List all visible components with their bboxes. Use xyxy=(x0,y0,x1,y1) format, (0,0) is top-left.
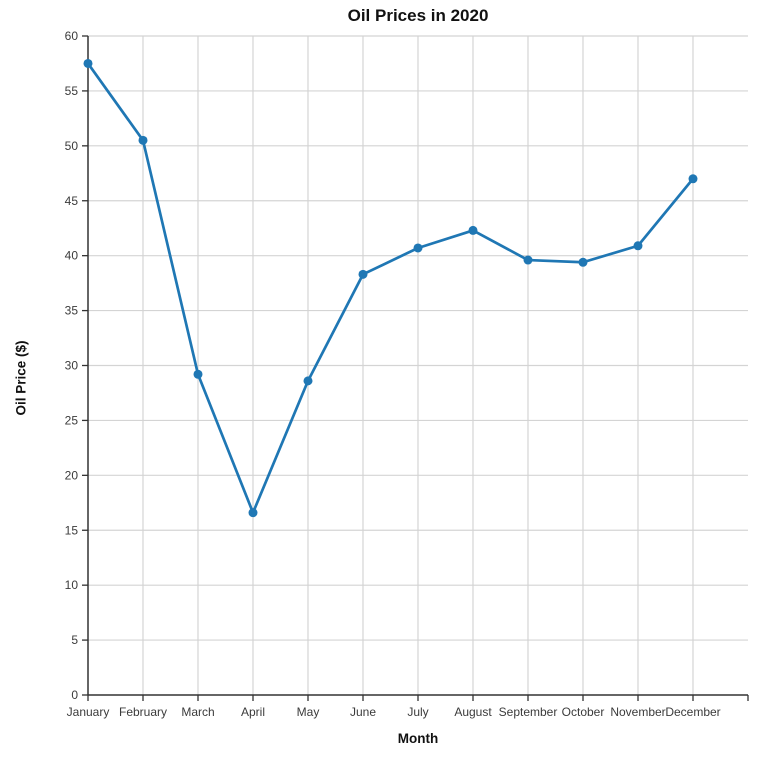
data-point-december xyxy=(688,174,698,184)
x-tick-label: January xyxy=(67,705,110,719)
x-tick-label: December xyxy=(665,705,720,719)
y-tick-label: 20 xyxy=(65,468,79,482)
data-point-march xyxy=(193,369,203,379)
data-point-june xyxy=(358,269,368,279)
y-tick-label: 25 xyxy=(65,413,79,427)
y-axis-title: Oil Price ($) xyxy=(13,340,29,416)
x-tick-label: August xyxy=(454,705,492,719)
y-tick-label: 55 xyxy=(65,84,79,98)
y-tick-label: 45 xyxy=(65,194,79,208)
y-tick-label: 30 xyxy=(65,359,79,373)
y-tick-label: 50 xyxy=(65,139,79,153)
price-line xyxy=(86,62,695,515)
x-tick-label: February xyxy=(119,705,167,719)
data-point-may xyxy=(303,376,313,386)
y-tick-label: 40 xyxy=(65,249,79,263)
data-point-september xyxy=(523,255,533,265)
y-tick-label: 5 xyxy=(71,633,78,647)
x-tick-label: June xyxy=(350,705,376,719)
data-point-november xyxy=(633,241,643,251)
data-point-july xyxy=(413,243,423,253)
x-axis-title: Month xyxy=(397,731,439,746)
data-point-october xyxy=(578,257,588,267)
x-tick-label: July xyxy=(407,705,428,719)
y-tick-label: 0 xyxy=(71,688,78,702)
data-point-august xyxy=(468,225,478,235)
data-point-april xyxy=(248,508,258,518)
y-tick-label: 15 xyxy=(65,523,79,537)
data-point-january xyxy=(83,58,93,68)
y-tick-label: 10 xyxy=(65,578,79,592)
chart-title: Oil Prices in 2020 xyxy=(347,6,489,25)
x-tick-label: April xyxy=(241,705,265,719)
y-tick-label: 35 xyxy=(65,304,79,318)
x-tick-label: November xyxy=(610,705,665,719)
y-tick-label: 60 xyxy=(65,29,79,43)
data-point-february xyxy=(138,135,148,145)
x-tick-label: October xyxy=(562,705,605,719)
x-tick-label: May xyxy=(297,705,320,719)
x-tick-label: September xyxy=(499,705,558,719)
x-tick-label: March xyxy=(181,705,214,719)
